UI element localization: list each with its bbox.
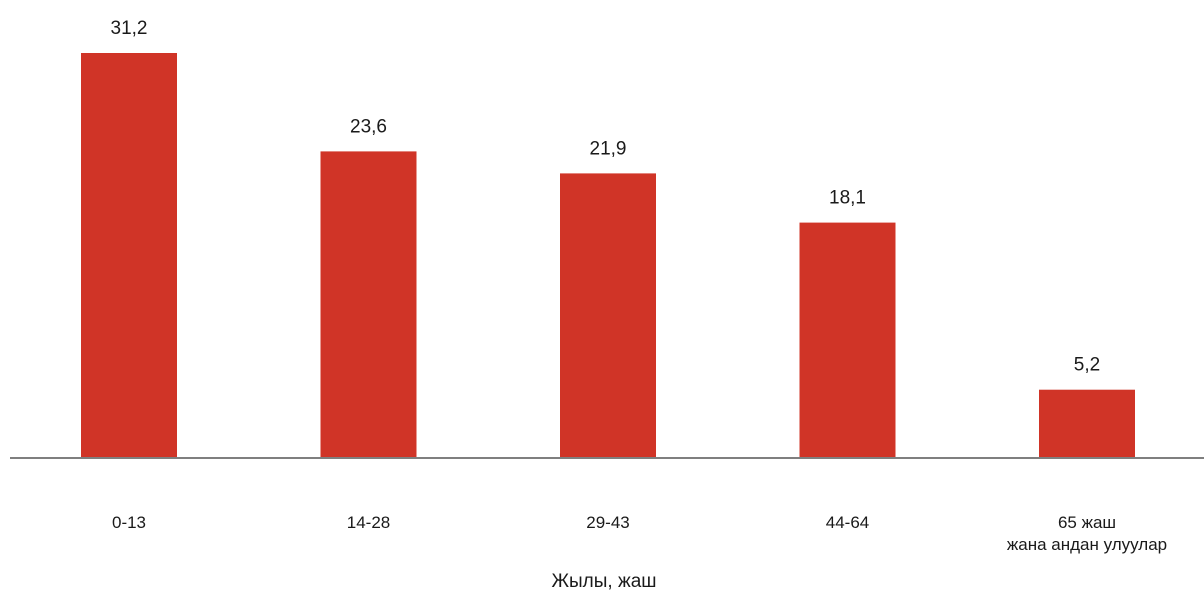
bar-2	[320, 151, 417, 457]
x-tick-labels-layer: 0-13 14-28 29-43 44-64 65 жаш жана андан улуу…	[112, 513, 1167, 554]
x-tick-label-line: 44-64	[826, 513, 869, 532]
bar-1	[81, 53, 177, 457]
x-axis-title: Жылы, жаш	[551, 571, 656, 592]
bar-5	[1039, 389, 1135, 457]
x-tick-label-line: 14-28	[347, 513, 390, 532]
value-label-4: 18,1	[829, 188, 866, 209]
x-tick-label-3: 29-43	[586, 513, 629, 532]
bars-layer	[81, 53, 1135, 457]
value-labels-layer: 31,2 23,6 21,9 18,1 5,2	[111, 18, 1101, 376]
x-tick-label-5: 65 жаш жана андан улуулар	[1007, 513, 1167, 554]
x-tick-label-line: 0-13	[112, 513, 146, 532]
x-tick-label-2: 14-28	[347, 513, 390, 532]
value-label-5: 5,2	[1074, 355, 1100, 376]
x-tick-label-line: 65 жаш	[1058, 513, 1116, 532]
bar-3	[560, 173, 656, 457]
value-label-3: 21,9	[590, 138, 627, 159]
bar-4	[799, 222, 896, 457]
value-label-2: 23,6	[350, 116, 387, 137]
x-tick-label-4: 44-64	[826, 513, 869, 532]
x-tick-label-1: 0-13	[112, 513, 146, 532]
x-tick-label-line: 29-43	[586, 513, 629, 532]
value-label-1: 31,2	[111, 18, 148, 39]
x-tick-label-line: жана андан улуулар	[1007, 535, 1167, 554]
